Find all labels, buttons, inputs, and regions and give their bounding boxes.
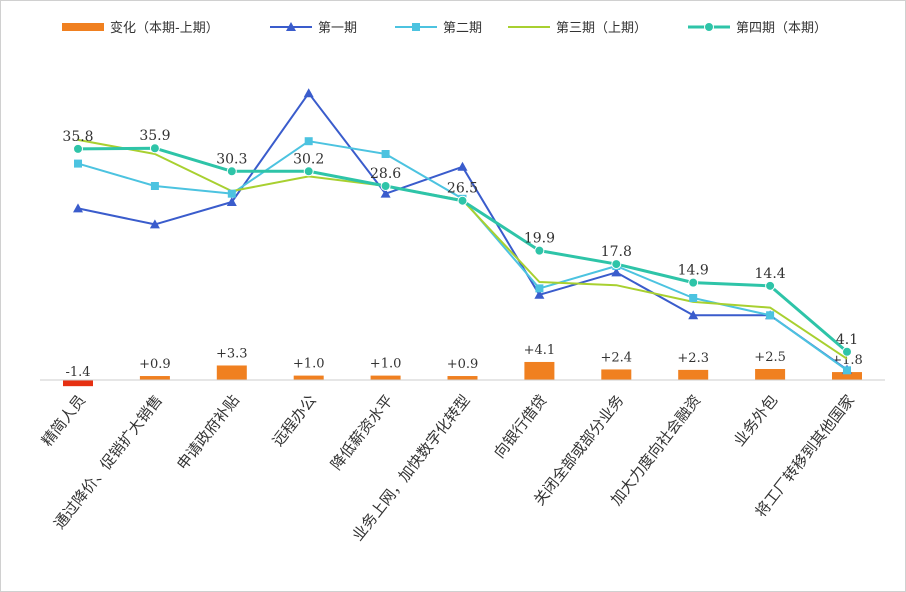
change-bar-6	[524, 361, 555, 380]
category-label-4: 降低薪资水平	[327, 391, 397, 473]
change-label-5: +0.9	[447, 357, 479, 372]
change-bar-0	[63, 380, 93, 387]
legend-marker-2	[412, 23, 420, 31]
point-3-5	[457, 195, 468, 206]
point-0-4	[380, 188, 391, 198]
point-0-5	[457, 161, 468, 171]
change-label-6: +4.1	[524, 343, 556, 358]
data-label-3: 30.2	[293, 151, 324, 167]
point-0-0	[73, 203, 83, 213]
point-1-9	[766, 311, 775, 320]
point-1-6	[535, 284, 544, 293]
legend-label-1: 第一期	[318, 21, 357, 36]
point-3-2	[226, 166, 237, 177]
point-0-3	[303, 88, 314, 98]
series-line-2	[77, 138, 848, 360]
point-1-0	[74, 159, 82, 168]
change-bar-3	[293, 375, 324, 380]
change-bar-5	[447, 376, 478, 380]
series-line-0	[77, 92, 848, 371]
legend-label-2: 第二期	[443, 21, 482, 36]
category-label-2: 申请政府补贴	[173, 391, 243, 473]
change-label-9: +2.5	[754, 350, 786, 365]
legend-swatch-change	[62, 23, 104, 31]
change-bar-1	[139, 376, 170, 380]
point-1-8	[689, 294, 698, 302]
legend-marker-4	[704, 22, 714, 32]
data-label-7: 17.8	[601, 244, 632, 260]
series-line-3	[77, 146, 848, 353]
change-bar-4	[370, 375, 401, 380]
point-1-3	[304, 137, 313, 146]
point-0-8	[688, 310, 699, 320]
point-3-9	[765, 280, 776, 291]
change-bar-7	[601, 369, 632, 380]
point-3-0	[73, 143, 83, 154]
category-label-0: 精简人员	[38, 391, 89, 449]
category-label-6: 向银行借贷	[490, 391, 550, 461]
point-3-7	[611, 259, 622, 270]
point-1-4	[381, 150, 390, 158]
point-0-1	[149, 219, 160, 229]
change-label-3: +1.0	[293, 357, 325, 372]
point-0-6	[534, 289, 545, 299]
point-3-3	[303, 166, 314, 177]
data-label-5: 26.5	[447, 181, 478, 197]
data-label-10: 4.1	[836, 332, 858, 348]
series-markers	[73, 88, 852, 375]
point-0-2	[226, 197, 237, 206]
point-3-8	[688, 277, 699, 288]
series-line-1	[77, 140, 848, 372]
change-label-7: +2.4	[601, 350, 633, 365]
point-1-10	[843, 366, 851, 375]
change-label-0: -1.4	[65, 365, 90, 380]
change-label-4: +1.0	[370, 357, 402, 372]
change-bar-10	[832, 372, 862, 380]
change-bar-8	[678, 369, 709, 380]
point-3-10	[842, 346, 852, 357]
data-label-1: 35.9	[139, 128, 170, 144]
point-1-1	[150, 182, 159, 190]
point-3-1	[149, 143, 160, 154]
category-label-9: 业务外包	[730, 391, 781, 449]
legend-label-change: 变化（本期-上期）	[110, 20, 219, 36]
series-lines	[77, 92, 848, 372]
change-label-2: +3.3	[216, 346, 248, 361]
point-3-4	[380, 181, 391, 191]
point-3-6	[534, 245, 545, 256]
data-label-2: 30.3	[216, 151, 247, 167]
legend-label-3: 第三期（上期）	[556, 21, 647, 36]
data-label-8: 14.9	[678, 263, 709, 279]
legend-marker-1	[286, 22, 296, 31]
change-label-8: +2.3	[677, 351, 709, 366]
data-label-6: 19.9	[524, 231, 555, 247]
data-label-4: 28.6	[370, 166, 401, 182]
category-label-3: 远程办公	[269, 391, 320, 449]
legend-label-4: 第四期（本期）	[736, 21, 827, 36]
data-label-9: 14.4	[755, 266, 786, 282]
point-1-2	[227, 189, 236, 198]
point-0-7	[611, 267, 622, 277]
change-label-1: +0.9	[139, 357, 171, 372]
change-bar-2	[216, 365, 247, 380]
legend: 变化（本期-上期） 第一期 第二期 第三期（上期） 第四期（本期）	[62, 20, 827, 36]
change-bar-9	[755, 369, 786, 380]
data-label-0: 35.8	[62, 129, 93, 145]
data-labels: 35.8 35.9 30.3 30.2 28.6 26.5 19.9 17.8 14.9 14.4…	[62, 128, 858, 348]
